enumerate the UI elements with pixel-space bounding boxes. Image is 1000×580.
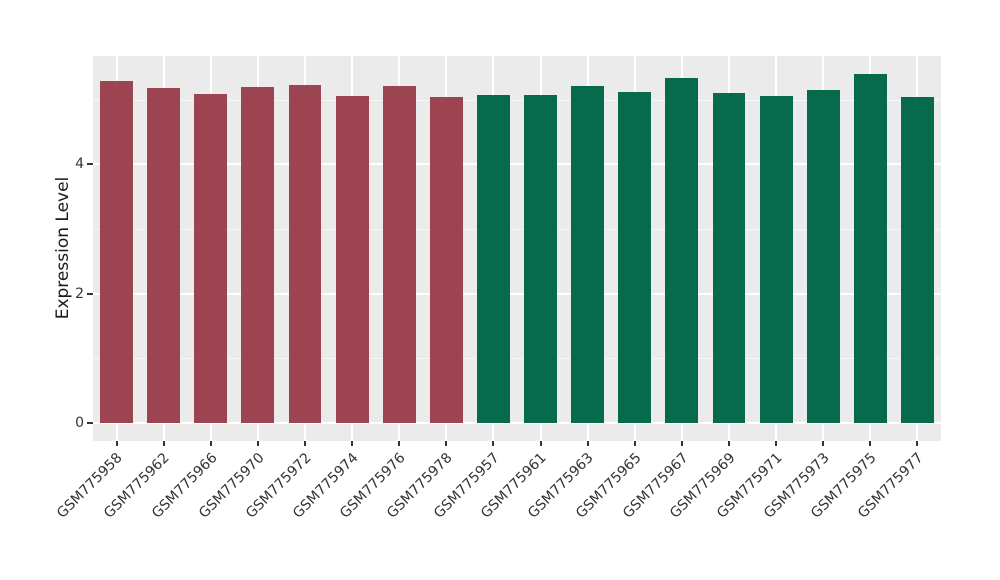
bar	[382, 86, 416, 423]
bar	[100, 81, 134, 423]
x-tick-mark	[775, 441, 778, 446]
h-gridline-minor	[93, 358, 941, 360]
x-tick-mark	[822, 441, 825, 446]
y-tick-mark	[87, 292, 93, 295]
bar	[900, 97, 934, 423]
y-tick-label: 0	[75, 415, 84, 431]
bar	[524, 95, 558, 423]
bar	[194, 93, 228, 423]
x-tick-mark	[209, 441, 212, 446]
y-tick-mark	[87, 422, 93, 424]
x-tick-mark	[728, 441, 730, 446]
x-tick-mark	[351, 441, 354, 446]
bar	[288, 84, 322, 423]
bar	[806, 90, 840, 423]
y-tick-label: 4	[75, 156, 84, 173]
x-tick-mark	[445, 441, 448, 446]
h-gridline-major	[93, 292, 941, 295]
h-gridline-minor	[93, 229, 941, 231]
bar	[429, 97, 463, 423]
h-gridline-major	[93, 163, 941, 166]
x-tick-mark	[398, 441, 401, 446]
h-gridline-major	[93, 422, 941, 424]
x-tick-mark	[633, 441, 636, 446]
x-tick-mark	[162, 441, 165, 446]
bar	[476, 94, 510, 423]
x-tick-mark	[869, 441, 872, 446]
bar	[335, 95, 369, 423]
bar	[712, 92, 746, 423]
x-tick-mark	[256, 441, 259, 446]
bar	[618, 91, 652, 423]
y-tick-mark	[87, 163, 93, 166]
h-gridline-minor	[93, 99, 941, 101]
bar	[853, 73, 887, 423]
x-tick-mark	[539, 441, 542, 446]
bar	[665, 78, 699, 423]
x-tick-mark	[304, 441, 306, 446]
bar	[147, 88, 181, 423]
x-tick-mark	[492, 441, 495, 446]
plot-panel	[93, 56, 941, 441]
bar	[571, 85, 605, 423]
bar	[241, 87, 275, 423]
y-tick-label: 2	[75, 285, 84, 302]
x-tick-mark	[115, 441, 118, 446]
x-tick-mark	[680, 441, 683, 446]
bar	[759, 95, 793, 423]
x-tick-mark	[586, 441, 589, 446]
x-tick-mark	[916, 441, 919, 446]
